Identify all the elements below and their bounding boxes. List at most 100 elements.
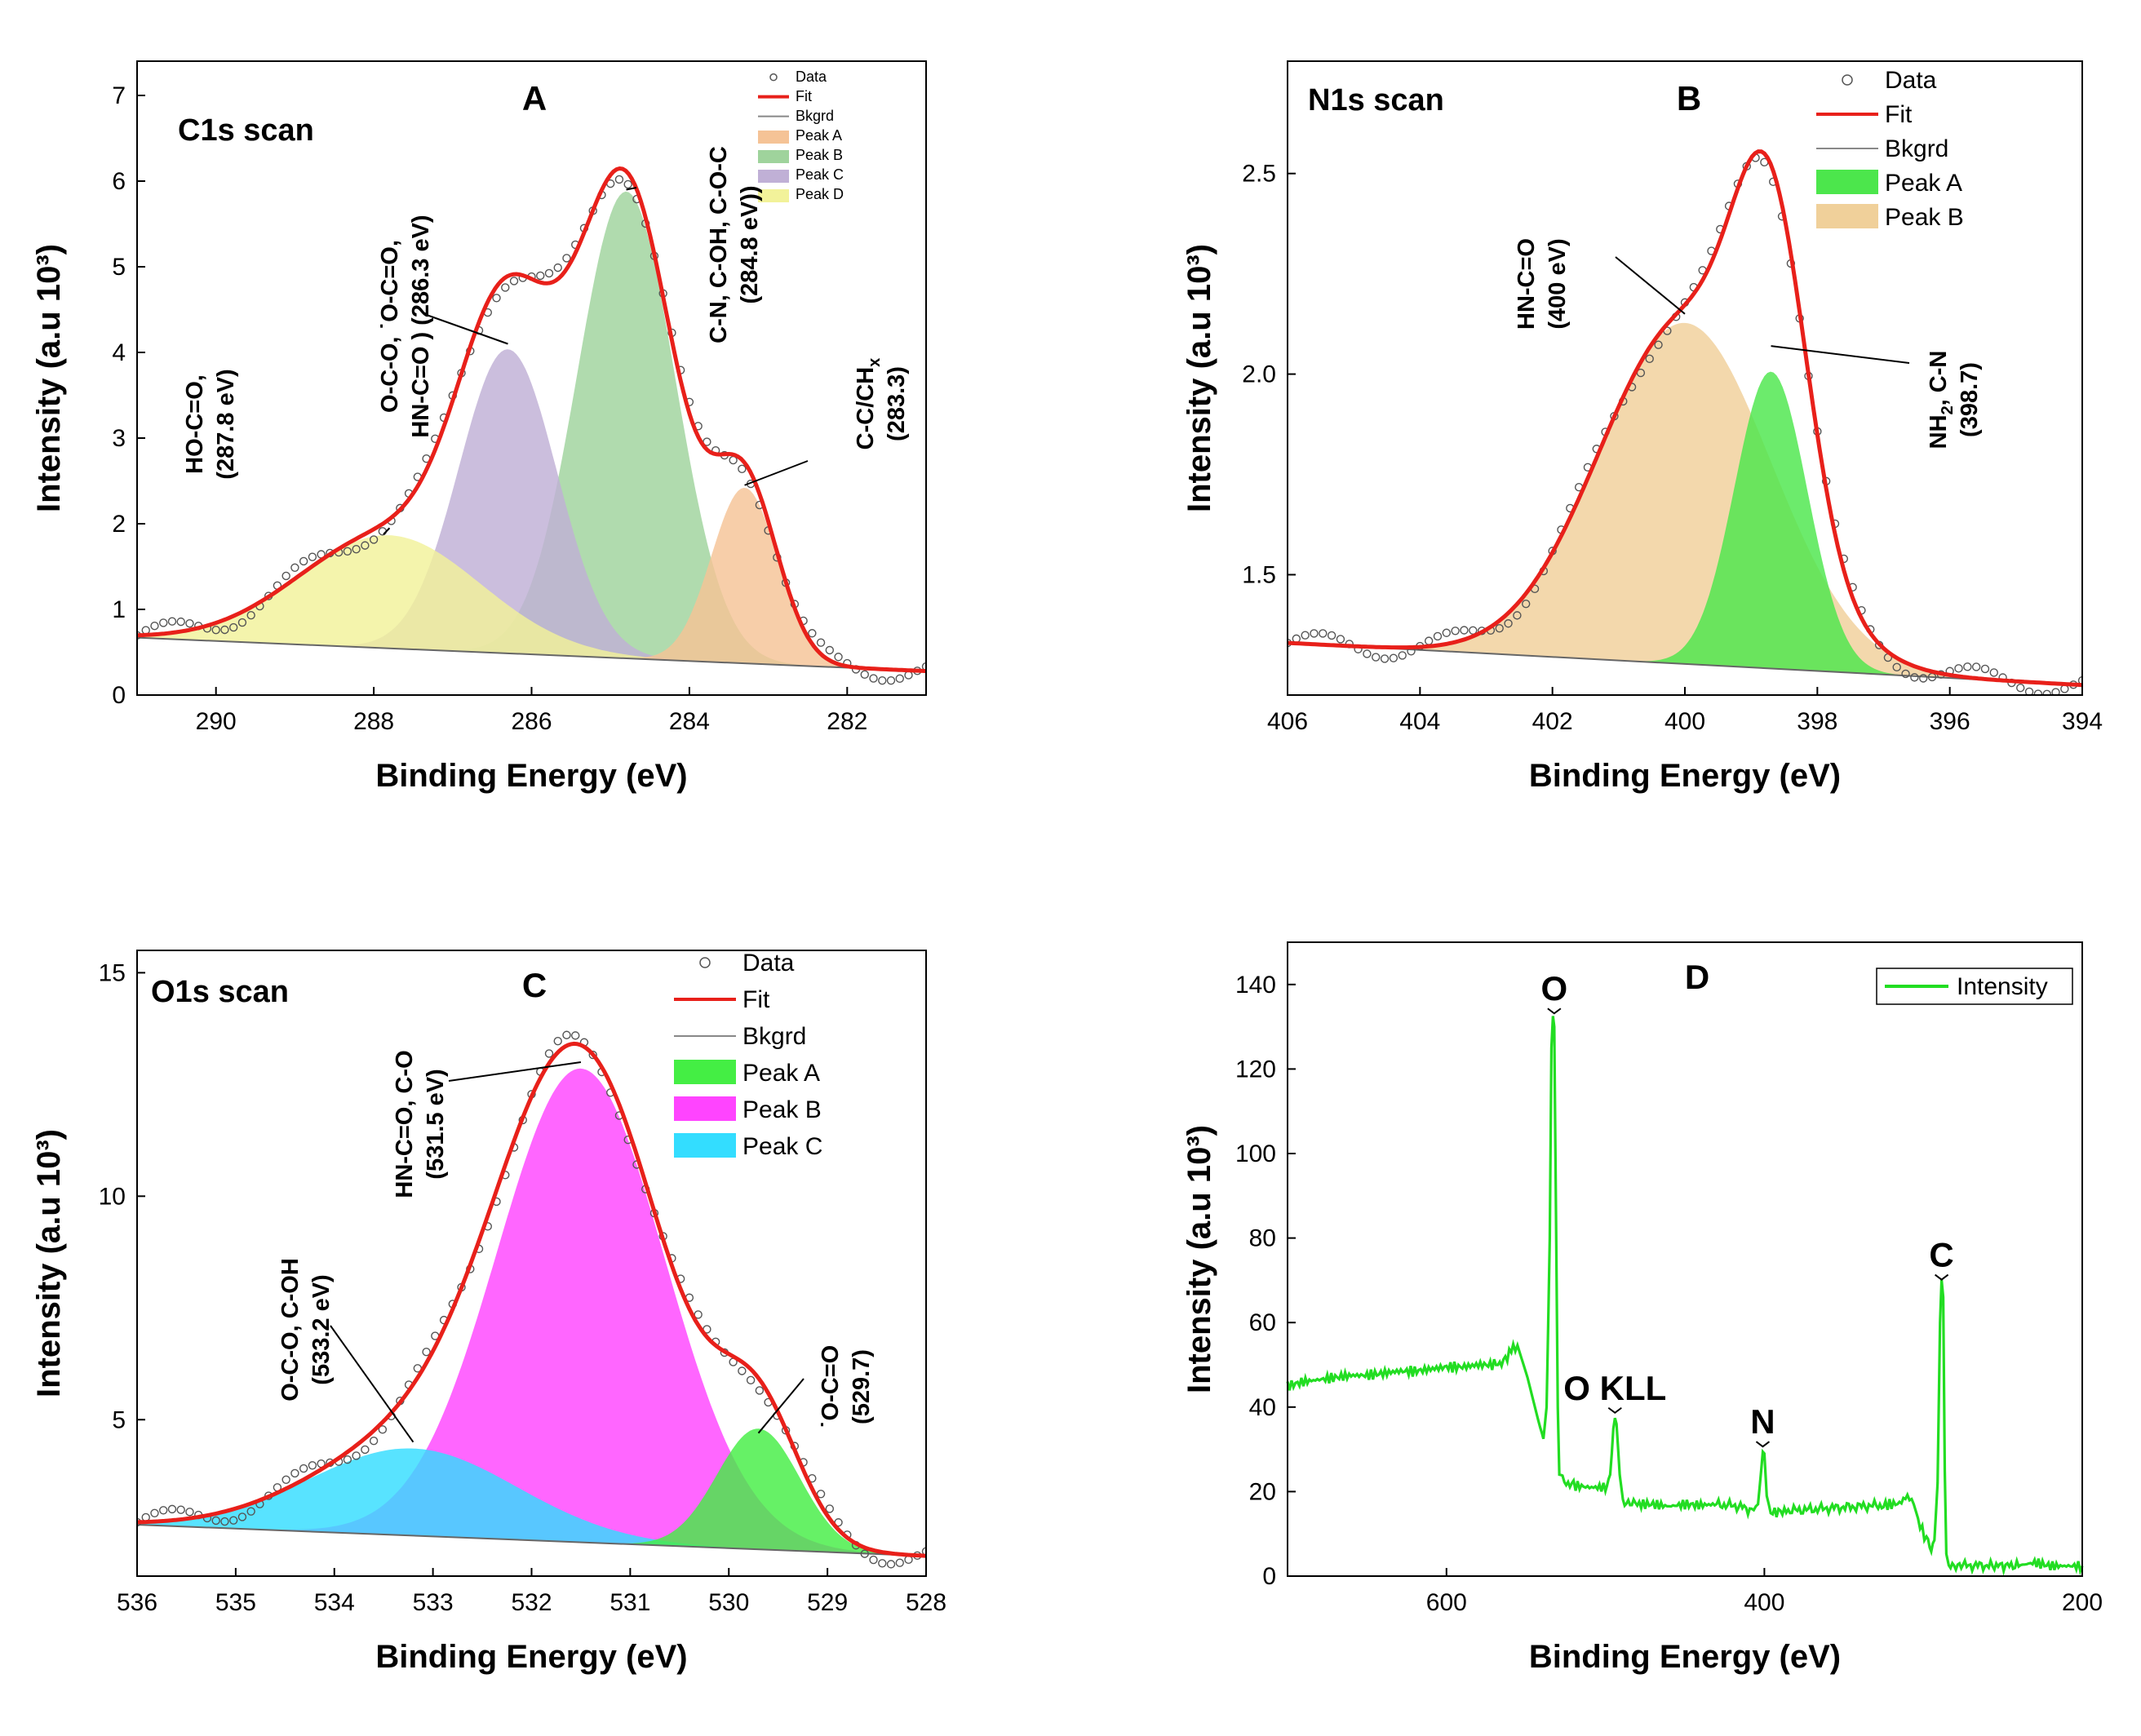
data-point xyxy=(755,1386,765,1395)
data-point xyxy=(1327,631,1336,640)
peak-fill-peak-a xyxy=(137,1428,926,1557)
y-tick-label: 4 xyxy=(112,339,126,366)
data-point xyxy=(361,541,370,550)
data-point xyxy=(2060,684,2069,693)
data-point xyxy=(422,1348,431,1357)
data-point xyxy=(501,283,510,292)
legend-label: Data xyxy=(742,950,795,976)
peak-label: N xyxy=(1750,1402,1775,1441)
data-point xyxy=(816,1490,826,1499)
annotation-text: O-C-O, ˙O-C=O, HN-C=O ) (286.3 eV) xyxy=(377,215,434,437)
annotation-text: O-C-O, C-OH (533.2 eV) xyxy=(277,1258,335,1402)
data-point xyxy=(860,670,869,680)
plot-area xyxy=(137,166,926,685)
x-tick-label: 530 xyxy=(708,1589,749,1616)
data-point xyxy=(746,1375,756,1385)
data-point xyxy=(492,294,501,303)
annotation-text: C-C/CHx(283.3) xyxy=(853,358,910,450)
annotation-leader xyxy=(448,1061,582,1082)
legend-label: Peak A xyxy=(742,1060,820,1087)
peak-fill-peak-b xyxy=(1288,322,2082,685)
legend-swatch xyxy=(674,1060,736,1084)
x-tick-label: 529 xyxy=(807,1589,848,1616)
x-tick-label: 200 xyxy=(2062,1589,2103,1616)
data-point xyxy=(378,527,388,536)
scan-title: O1s scan xyxy=(151,975,289,1009)
data-point xyxy=(2024,687,2034,695)
legend-label: Peak B xyxy=(742,1096,822,1123)
data-point xyxy=(921,662,926,671)
data-point xyxy=(299,1464,308,1473)
data-point xyxy=(1989,668,1998,677)
data-point xyxy=(369,1437,379,1446)
data-point xyxy=(1513,611,1522,620)
data-point xyxy=(290,563,299,572)
x-axis-title: Binding Energy (eV) xyxy=(1529,758,1841,794)
legend-label: Peak C xyxy=(796,166,844,183)
x-tick-label: 290 xyxy=(196,708,237,735)
annotation-text: HN-C=O, C-O (531.5 eV) xyxy=(392,1050,449,1198)
data-point xyxy=(150,622,159,631)
data-point xyxy=(1892,662,1901,672)
peak-label: O KLL xyxy=(1563,1369,1666,1407)
legend-swatch xyxy=(769,73,778,82)
peak-annotation: HN-C=O (400 eV) xyxy=(1514,238,1686,330)
data-point xyxy=(1980,664,1990,674)
data-point xyxy=(1319,629,1328,638)
x-tick-label: 533 xyxy=(413,1589,454,1616)
y-tick-label: 120 xyxy=(1235,1056,1276,1083)
y-tick-label: 5 xyxy=(112,254,126,281)
plot-frame xyxy=(1287,941,2083,1577)
legend: Data Fit Bkgrd Peak A Peak B xyxy=(1816,67,1964,231)
legend-swatch xyxy=(674,1096,736,1121)
data-point xyxy=(1389,653,1399,662)
data-point xyxy=(281,571,290,581)
legend-label: Data xyxy=(796,69,827,85)
legend-label: Bkgrd xyxy=(1885,135,1948,162)
data-point xyxy=(343,1455,352,1464)
peak-annotation: C-N, C-OH, C-O-C (284.8 eV)) xyxy=(626,146,763,343)
data-point xyxy=(220,625,229,635)
peak-annotation: ˙O-C=O (529.7) xyxy=(757,1345,875,1434)
data-point xyxy=(352,1451,361,1460)
legend-label: Peak A xyxy=(1885,170,1962,197)
legend: Intensity xyxy=(1876,968,2073,1005)
data-point xyxy=(220,1517,229,1526)
annotation-leader xyxy=(744,460,809,486)
data-point xyxy=(343,547,352,556)
x-tick-label: 531 xyxy=(609,1589,650,1616)
data-point xyxy=(553,263,562,272)
data-point xyxy=(1521,599,1531,609)
x-tick-label: 398 xyxy=(1797,708,1837,735)
data-point xyxy=(544,1049,554,1058)
panel-letter: D xyxy=(1685,958,1709,996)
legend-label: Peak C xyxy=(742,1133,822,1160)
data-point xyxy=(1310,629,1319,638)
y-tick-label: 140 xyxy=(1235,972,1276,999)
x-tick-label: 534 xyxy=(314,1589,355,1616)
y-tick-label: 60 xyxy=(1249,1309,1276,1336)
data-point xyxy=(886,675,896,685)
x-tick-label: 536 xyxy=(117,1589,157,1616)
y-tick-label: 20 xyxy=(1249,1478,1276,1505)
data-point xyxy=(1971,662,1981,671)
data-point xyxy=(1380,654,1390,663)
data-point xyxy=(509,277,519,286)
data-point xyxy=(1963,662,1972,671)
data-point xyxy=(159,1506,168,1515)
data-point xyxy=(1336,635,1345,644)
legend-label: Peak A xyxy=(796,127,842,144)
y-axis-title: Intensity (a.u 10³) xyxy=(1181,1125,1217,1393)
y-tick-label: 2.5 xyxy=(1242,161,1276,188)
peak-fill-peak-d xyxy=(137,535,926,671)
panel-letter: C xyxy=(522,966,547,1004)
annotation-leader xyxy=(330,1325,414,1443)
data-point xyxy=(1910,673,1919,682)
y-axis-title: Intensity (a.u 10³) xyxy=(1181,244,1217,512)
data-point xyxy=(352,545,361,554)
data-point xyxy=(361,1445,370,1455)
annotation-leader xyxy=(1771,345,1910,364)
x-tick-label: 404 xyxy=(1399,708,1440,735)
peak-marker xyxy=(1935,1273,1949,1281)
